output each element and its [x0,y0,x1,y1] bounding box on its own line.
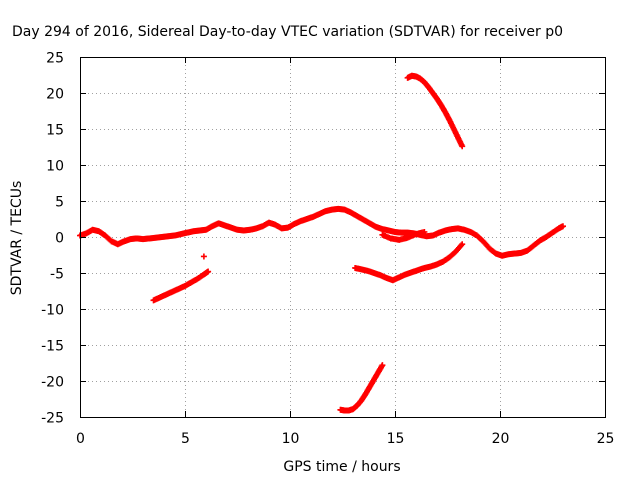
x-tick-label: 0 [76,431,85,447]
data-points [77,72,566,414]
y-tick-label: 0 [55,231,64,247]
data-point [379,362,386,369]
y-tick-label: 25 [46,51,64,67]
series-left-outlier [200,253,207,260]
series-lower-arc [337,362,386,414]
x-tick-label: 15 [387,431,405,447]
y-tick-label: 5 [55,195,64,211]
series-main-band [77,205,566,259]
y-tick-label: 10 [46,159,64,175]
data-point [459,241,466,248]
y-axis-label: SDTVAR / TECUs [9,181,25,296]
data-point [560,223,566,230]
y-tick-label: -5 [50,267,64,283]
chart-title: Day 294 of 2016, Sidereal Day-to-day VTE… [12,24,563,40]
data-point [421,228,428,235]
x-tick-label: 10 [282,431,300,447]
x-axis-label: GPS time / hours [283,459,400,475]
x-tick-label: 25 [597,431,615,447]
data-point [459,143,466,150]
x-tick-label: 5 [181,431,190,447]
y-tick-labels: -25 -20 -15 -10 -5 0 5 10 15 20 25 [41,51,64,427]
y-tick-label: 15 [46,123,64,139]
data-point [200,253,207,260]
series-dip-branch [379,228,428,243]
y-tick-label: -25 [41,411,64,427]
x-tick-labels: 0 5 10 15 20 25 [76,431,614,447]
x-tick-label: 20 [492,431,510,447]
series-middle-segment [352,241,466,284]
series-upper-arc [404,72,466,150]
series-left-segment [150,268,212,304]
y-tick-label: 20 [46,87,64,103]
y-tick-label: -20 [41,375,64,391]
axis-ticks [80,57,606,418]
y-tick-label: -10 [41,303,64,319]
y-tick-label: -15 [41,339,64,355]
data-point [205,268,212,275]
